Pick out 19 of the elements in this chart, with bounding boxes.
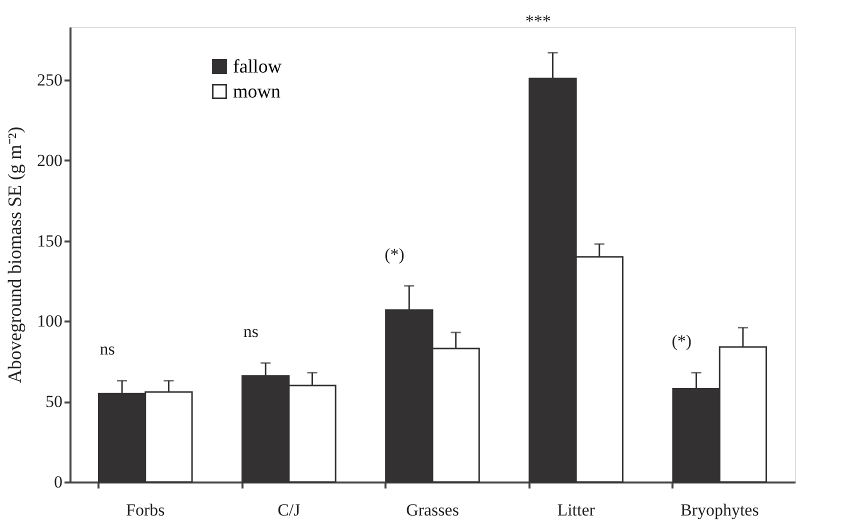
y-tick-label: 150: [37, 231, 62, 250]
x-tick-label: Forbs: [126, 500, 165, 520]
y-tick-label: 50: [46, 392, 62, 412]
x-tick-label: Bryophytes: [680, 500, 759, 520]
x-tick-label: Litter: [557, 500, 596, 520]
y-tick-label: 0: [54, 472, 62, 492]
legend-label: mown: [233, 82, 281, 102]
x-tick-label: C/J: [278, 500, 301, 520]
y-tick-label: 250: [37, 70, 62, 90]
legend-label: fallow: [233, 56, 282, 78]
annotation: ns: [100, 340, 115, 359]
y-axis-title: Aboveground biomass SE (g m⁻²): [5, 126, 26, 384]
y-tick-label: 100: [37, 312, 62, 331]
x-tick-label: Grasses: [406, 500, 459, 520]
annotation: (*): [384, 244, 404, 264]
annotation: (*): [672, 332, 692, 351]
annotation: ***: [525, 12, 551, 31]
annotation: ns: [243, 322, 258, 342]
y-tick-label: 200: [37, 150, 62, 170]
